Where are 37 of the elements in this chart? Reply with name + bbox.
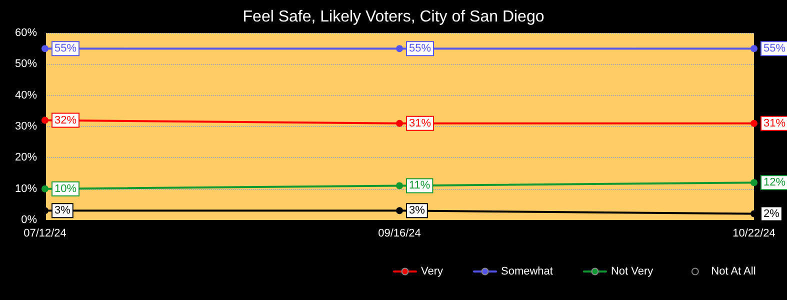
- point: [42, 45, 48, 52]
- legend-label: Not Very: [610, 266, 654, 278]
- data-label: 55%: [764, 42, 786, 55]
- data-label: 3%: [409, 204, 426, 217]
- chart-title: Feel Safe, Likely Voters, City of San Diego: [242, 8, 544, 26]
- x-tick-label: 07/12/24: [24, 228, 66, 240]
- point: [750, 120, 758, 127]
- y-tick-label: 0%: [21, 214, 38, 226]
- point: [750, 45, 758, 52]
- y-tick-label: 60%: [14, 27, 38, 39]
- y-tick-label: 20%: [14, 152, 38, 164]
- legend-label: Not At All: [711, 266, 756, 278]
- point: [396, 207, 403, 214]
- data-label: 3%: [54, 204, 71, 217]
- data-label: 2%: [764, 208, 780, 220]
- y-tick-label: 40%: [14, 89, 38, 102]
- data-label: 55%: [409, 42, 432, 55]
- legend-label: Somewhat: [500, 266, 553, 278]
- point: [396, 182, 403, 190]
- y-tick-label: 10%: [14, 182, 38, 195]
- point: [396, 45, 403, 52]
- data-label: 12%: [764, 176, 786, 189]
- data-label: 10%: [54, 182, 77, 195]
- data-label: 55%: [54, 42, 77, 55]
- point: [396, 120, 403, 127]
- point: [42, 185, 48, 192]
- y-tick-label: 50%: [14, 58, 38, 70]
- y-tick-label: 30%: [14, 120, 38, 132]
- data-label: 31%: [764, 117, 786, 130]
- data-label: 11%: [409, 180, 430, 192]
- data-label: 31%: [409, 117, 432, 130]
- x-tick-label: 10/22/24: [732, 228, 776, 240]
- point: [42, 116, 48, 124]
- point: [750, 179, 758, 186]
- data-label: 32%: [54, 114, 77, 126]
- x-tick-label: 09/16/24: [378, 228, 421, 240]
- legend-label: Very: [420, 266, 444, 278]
